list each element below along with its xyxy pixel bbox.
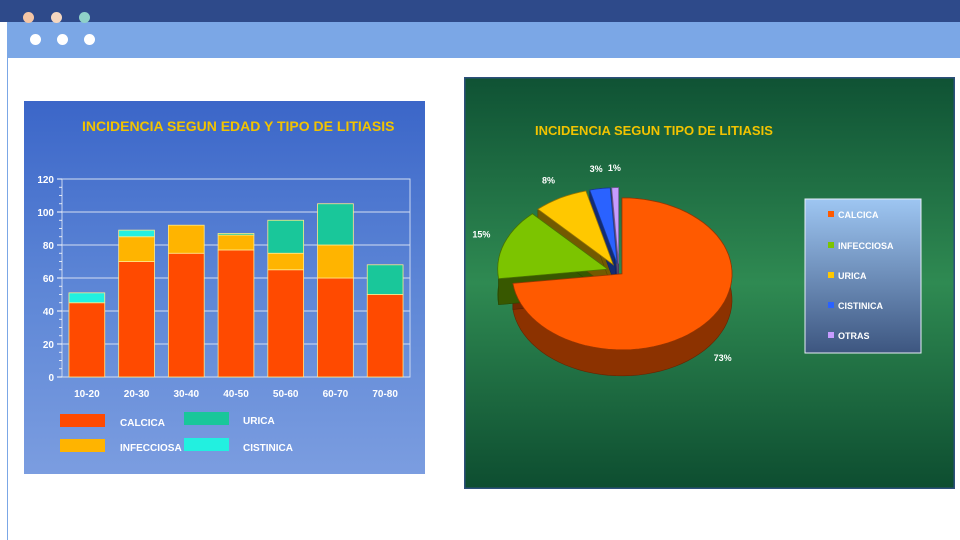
sub-header-bar [8,22,960,58]
bar-infecciosa-40-50 [217,234,255,251]
bar-xtick-label: 10-20 [74,389,100,400]
pie-legend-label-infecciosa: INFECCIOSA [838,241,894,251]
bar-calcica-20-30 [118,261,155,378]
bar-cistinica-10-20 [68,292,106,304]
decor-dot-4 [30,34,41,45]
bar-urica-60-70 [317,203,354,246]
bar-urica-70-80 [366,264,404,295]
bar-ytick-label: 0 [48,373,54,384]
bar-xtick-label: 20-30 [124,389,150,400]
decor-dot-1 [23,12,34,23]
pie-value-label: 73% [714,353,732,363]
pie-value-label: 3% [590,164,603,174]
pie-slice-calcica [512,197,733,351]
pie-chart-panel: INCIDENCIA SEGUN TIPO DE LITIASIS 73% 15%… [464,77,955,489]
bar-ytick-label: 60 [43,274,55,285]
pie-slice-otras [611,187,620,264]
legend-label-cistinica: CISTINICA [243,443,293,454]
pie-legend-box [804,198,922,354]
bar-xtick-label: 70-80 [372,389,398,400]
bar-infecciosa-50-60 [267,252,305,271]
legend-label-urica: URICA [243,416,275,427]
bar-urica-40-50 [217,233,255,236]
pie-legend-label-otras: OTRAS [838,331,870,341]
bar-ytick-label: 80 [43,241,55,252]
bar-urica-50-60 [267,219,305,254]
pie-chart-title: INCIDENCIA SEGUN TIPO DE LITIASIS [535,123,773,138]
left-accent-line [7,22,8,540]
bar-xtick-label: 60-70 [323,389,349,400]
pie-value-label: 15% [472,230,490,240]
bar-ytick-label: 40 [43,307,55,318]
bar-chart: INCIDENCIA SEGUN EDAD Y TIPO DE LITIASIS… [24,101,425,474]
decor-dot-3 [79,12,90,23]
bar-infecciosa-60-70 [317,244,354,279]
legend-swatch-urica [184,412,229,425]
bar-infecciosa-20-30 [118,236,155,262]
legend-swatch-cistinica [184,438,229,451]
pie-slice-urica [537,190,615,266]
bar-calcica-60-70 [317,277,354,378]
bar-calcica-70-80 [366,294,404,378]
pie-chart: INCIDENCIA SEGUN TIPO DE LITIASIS 73% 15%… [464,77,955,489]
pie-legend-swatch-urica [828,272,834,278]
bar-xtick-label: 50-60 [273,389,299,400]
bar-ytick-label: 20 [43,340,55,351]
top-title-bar [0,0,960,22]
pie-legend-label-calcica: CALCICA [838,210,879,220]
legend-label-infecciosa: INFECCIOSA [120,443,182,454]
pie-slice-cistinica [589,187,618,264]
pie-legend-label-cistinica: CISTINICA [838,301,884,311]
pie-legend-label-urica: URICA [838,271,867,281]
pie-value-label: 1% [608,163,621,173]
legend-swatch-infecciosa [60,439,105,452]
bar-calcica-40-50 [217,249,255,378]
bar-cistinica-20-30 [118,229,155,238]
bar-calcica-50-60 [267,269,305,378]
decor-dot-2 [51,12,62,23]
bar-chart-title: INCIDENCIA SEGUN EDAD Y TIPO DE LITIASIS [82,118,394,134]
bar-xtick-label: 30-40 [173,389,199,400]
pie-value-label: 8% [542,175,555,185]
bar-calcica-10-20 [68,302,106,378]
pie-legend-swatch-calcica [828,211,834,217]
legend-swatch-calcica [60,414,105,427]
bar-chart-panel: INCIDENCIA SEGUN EDAD Y TIPO DE LITIASIS… [24,101,425,474]
bar-calcica-30-40 [167,252,205,378]
decor-dot-5 [57,34,68,45]
pie-legend-swatch-infecciosa [828,242,834,248]
pie-legend-swatch-cistinica [828,302,834,308]
bar-ytick-label: 120 [37,175,54,186]
bar-xtick-label: 40-50 [223,389,249,400]
bar-ytick-label: 100 [37,208,54,219]
pie-legend-swatch-otras [828,332,834,338]
bar-infecciosa-30-40 [167,224,205,254]
pie-slice-infecciosa [497,213,609,280]
decor-dot-6 [84,34,95,45]
legend-label-calcica: CALCICA [120,418,165,429]
